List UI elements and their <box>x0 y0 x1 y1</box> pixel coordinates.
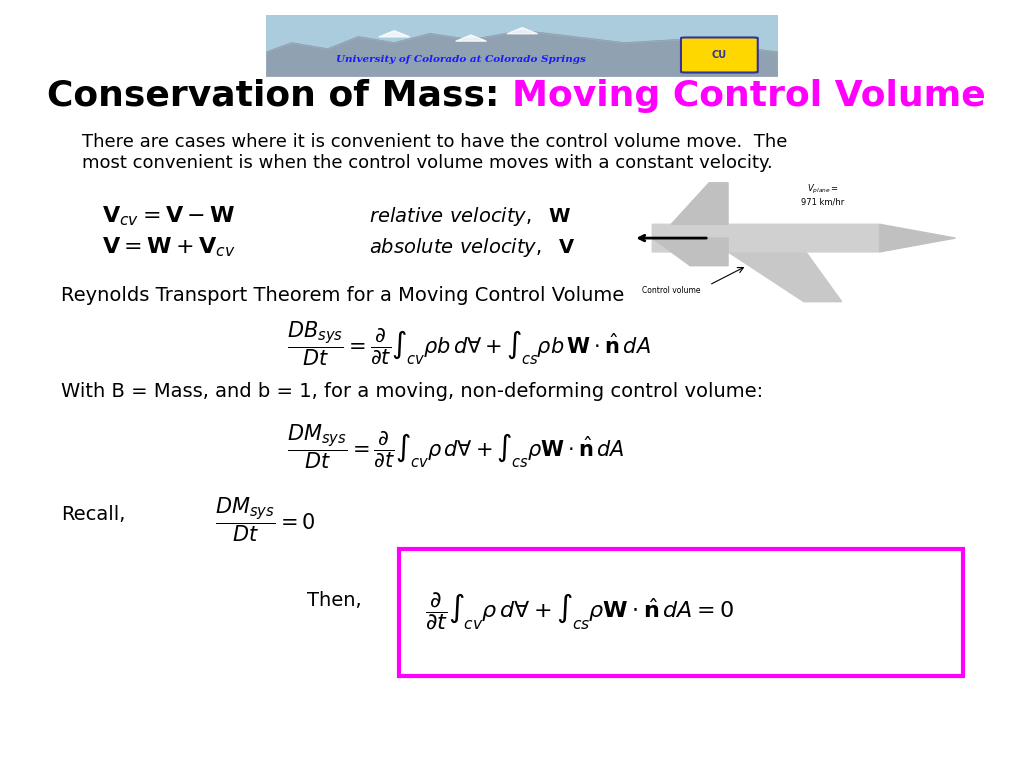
Text: Conservation of Mass:: Conservation of Mass: <box>47 79 512 113</box>
Text: $\dfrac{\partial}{\partial t}\int_{cv} \rho\, d\forall + \int_{cs} \rho\mathbf{W: $\dfrac{\partial}{\partial t}\int_{cv} \… <box>425 591 734 632</box>
Text: Then,: Then, <box>307 591 361 610</box>
Polygon shape <box>456 35 486 41</box>
Polygon shape <box>728 249 842 302</box>
Text: $V_{plane}=$: $V_{plane}=$ <box>807 183 839 196</box>
Text: most convenient is when the control volume moves with a constant velocity.: most convenient is when the control volu… <box>82 154 773 172</box>
FancyBboxPatch shape <box>399 549 963 676</box>
Text: $\it{absolute\ velocity,}\ \ \mathbf{V}$: $\it{absolute\ velocity,}\ \ \mathbf{V}$ <box>369 236 574 259</box>
Bar <box>266 15 778 52</box>
Polygon shape <box>672 183 728 224</box>
Text: $\dfrac{DB_{sys}}{Dt} = \dfrac{\partial}{\partial t}\int_{cv} \rho b\, d\forall : $\dfrac{DB_{sys}}{Dt} = \dfrac{\partial}… <box>287 319 650 368</box>
Polygon shape <box>266 31 778 77</box>
Text: University of Colorado at Colorado Springs: University of Colorado at Colorado Sprin… <box>336 55 586 64</box>
Text: 971 km/hr: 971 km/hr <box>801 198 845 207</box>
Text: Reynolds Transport Theorem for a Moving Control Volume: Reynolds Transport Theorem for a Moving … <box>61 286 625 305</box>
Polygon shape <box>652 224 918 252</box>
Text: Recall,: Recall, <box>61 505 126 524</box>
Text: $\it{relative\ velocity,}\ \ \mathbf{W}$: $\it{relative\ velocity,}\ \ \mathbf{W}$ <box>369 205 570 228</box>
Text: $\dfrac{DM_{sys}}{Dt} = \dfrac{\partial}{\partial t}\int_{cv} \rho\, d\forall + : $\dfrac{DM_{sys}}{Dt} = \dfrac{\partial}… <box>287 422 625 472</box>
Polygon shape <box>379 31 410 37</box>
Text: $\dfrac{DM_{sys}}{Dt} = 0$: $\dfrac{DM_{sys}}{Dt} = 0$ <box>215 495 315 545</box>
Text: Moving Control Volume: Moving Control Volume <box>512 79 986 113</box>
Text: There are cases where it is convenient to have the control volume move.  The: There are cases where it is convenient t… <box>82 133 787 151</box>
Text: $\mathbf{V}_{cv} = \mathbf{V} - \mathbf{W}$: $\mathbf{V}_{cv} = \mathbf{V} - \mathbf{… <box>102 205 236 228</box>
Text: $\mathbf{V} = \mathbf{W} + \mathbf{V}_{cv}$: $\mathbf{V} = \mathbf{W} + \mathbf{V}_{c… <box>102 236 237 259</box>
FancyBboxPatch shape <box>681 38 758 72</box>
Polygon shape <box>266 31 778 77</box>
Polygon shape <box>507 28 538 34</box>
Text: Control volume: Control volume <box>642 286 700 296</box>
Polygon shape <box>880 224 955 252</box>
Text: With B = Mass, and b = 1, for a moving, non-deforming control volume:: With B = Mass, and b = 1, for a moving, … <box>61 382 764 401</box>
Text: CU: CU <box>712 50 727 61</box>
Polygon shape <box>652 238 728 266</box>
